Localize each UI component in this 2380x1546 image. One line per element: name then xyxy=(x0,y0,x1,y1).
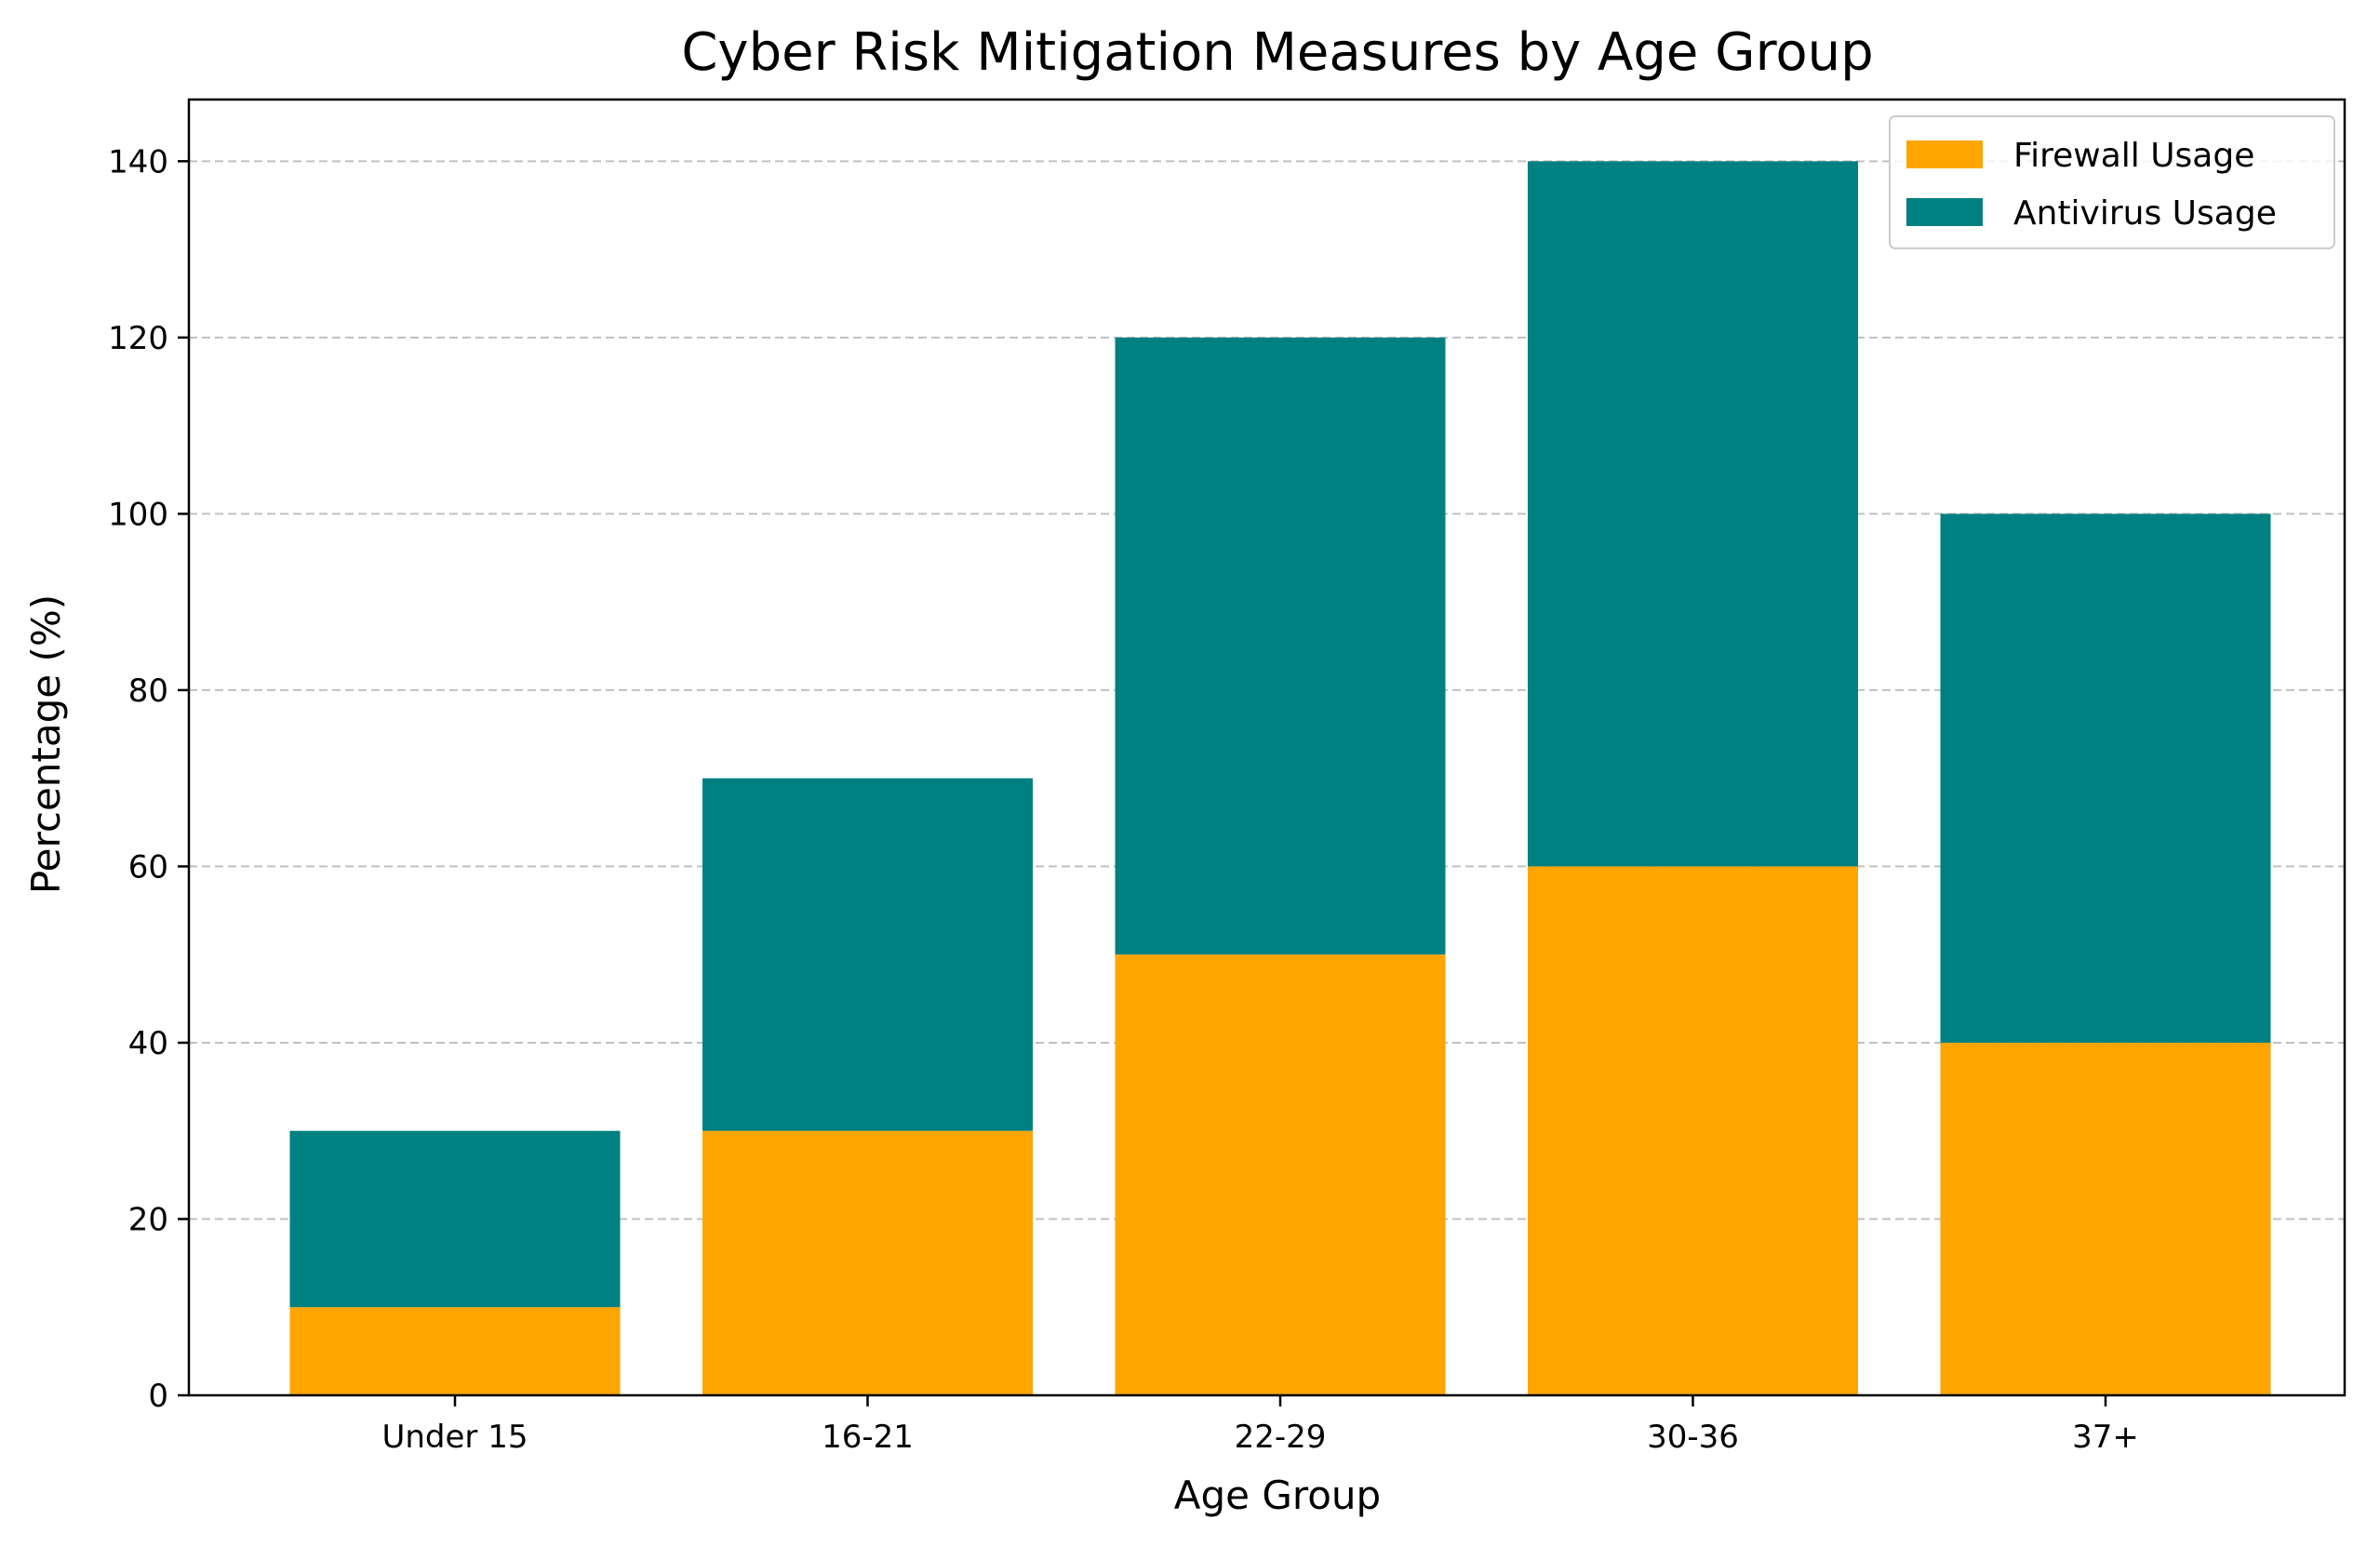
legend-label-antivirus: Antivirus Usage xyxy=(2013,194,2277,233)
bar-antivirus-4 xyxy=(1940,513,2271,1043)
bar-firewall-2 xyxy=(1115,954,1446,1395)
y-tick-label: 60 xyxy=(128,848,168,886)
bar-firewall-0 xyxy=(289,1307,621,1395)
bar-antivirus-3 xyxy=(1528,161,1858,867)
legend-swatch-antivirus xyxy=(1906,198,1983,226)
bars xyxy=(289,161,2271,1395)
y-tick-label: 40 xyxy=(128,1025,168,1062)
y-tick-label: 20 xyxy=(128,1201,168,1238)
axes xyxy=(187,98,2347,1397)
y-axis-label: Percentage (%) xyxy=(23,594,69,894)
bar-firewall-1 xyxy=(702,1130,1033,1395)
y-tick-label: 120 xyxy=(108,320,168,357)
legend-box xyxy=(1889,115,2335,249)
bar-antivirus-0 xyxy=(289,1130,621,1308)
plot-frame xyxy=(187,98,2347,1397)
x-tick-label: 16-21 xyxy=(822,1419,914,1456)
x-axis-label: Age Group xyxy=(1174,1473,1381,1518)
legend-swatch-firewall xyxy=(1906,140,1983,168)
x-tick-label: 37+ xyxy=(2072,1419,2139,1456)
y-tick-label: 80 xyxy=(128,673,168,710)
x-tick-label: 30-36 xyxy=(1647,1419,1739,1456)
y-tick-label: 0 xyxy=(148,1378,168,1415)
x-tick-label: 22-29 xyxy=(1235,1419,1327,1456)
x-tick-label: Under 15 xyxy=(382,1419,528,1456)
y-tick-label: 100 xyxy=(108,496,168,533)
bar-antivirus-1 xyxy=(702,778,1033,1131)
y-axis-ticks: 0 20 40 60 80 100 120 140 xyxy=(108,143,189,1415)
bar-antivirus-2 xyxy=(1115,337,1446,955)
legend: Firewall Usage Antivirus Usage xyxy=(1889,115,2335,249)
bar-firewall-3 xyxy=(1528,866,1858,1395)
bar-firewall-4 xyxy=(1940,1042,2271,1395)
legend-label-firewall: Firewall Usage xyxy=(2013,137,2254,175)
x-axis-ticks: Under 15 16-21 22-29 30-36 37+ xyxy=(382,1395,2139,1456)
chart-title: Cyber Risk Mitigation Measures by Age Gr… xyxy=(681,22,1873,83)
y-tick-label: 140 xyxy=(108,143,168,180)
